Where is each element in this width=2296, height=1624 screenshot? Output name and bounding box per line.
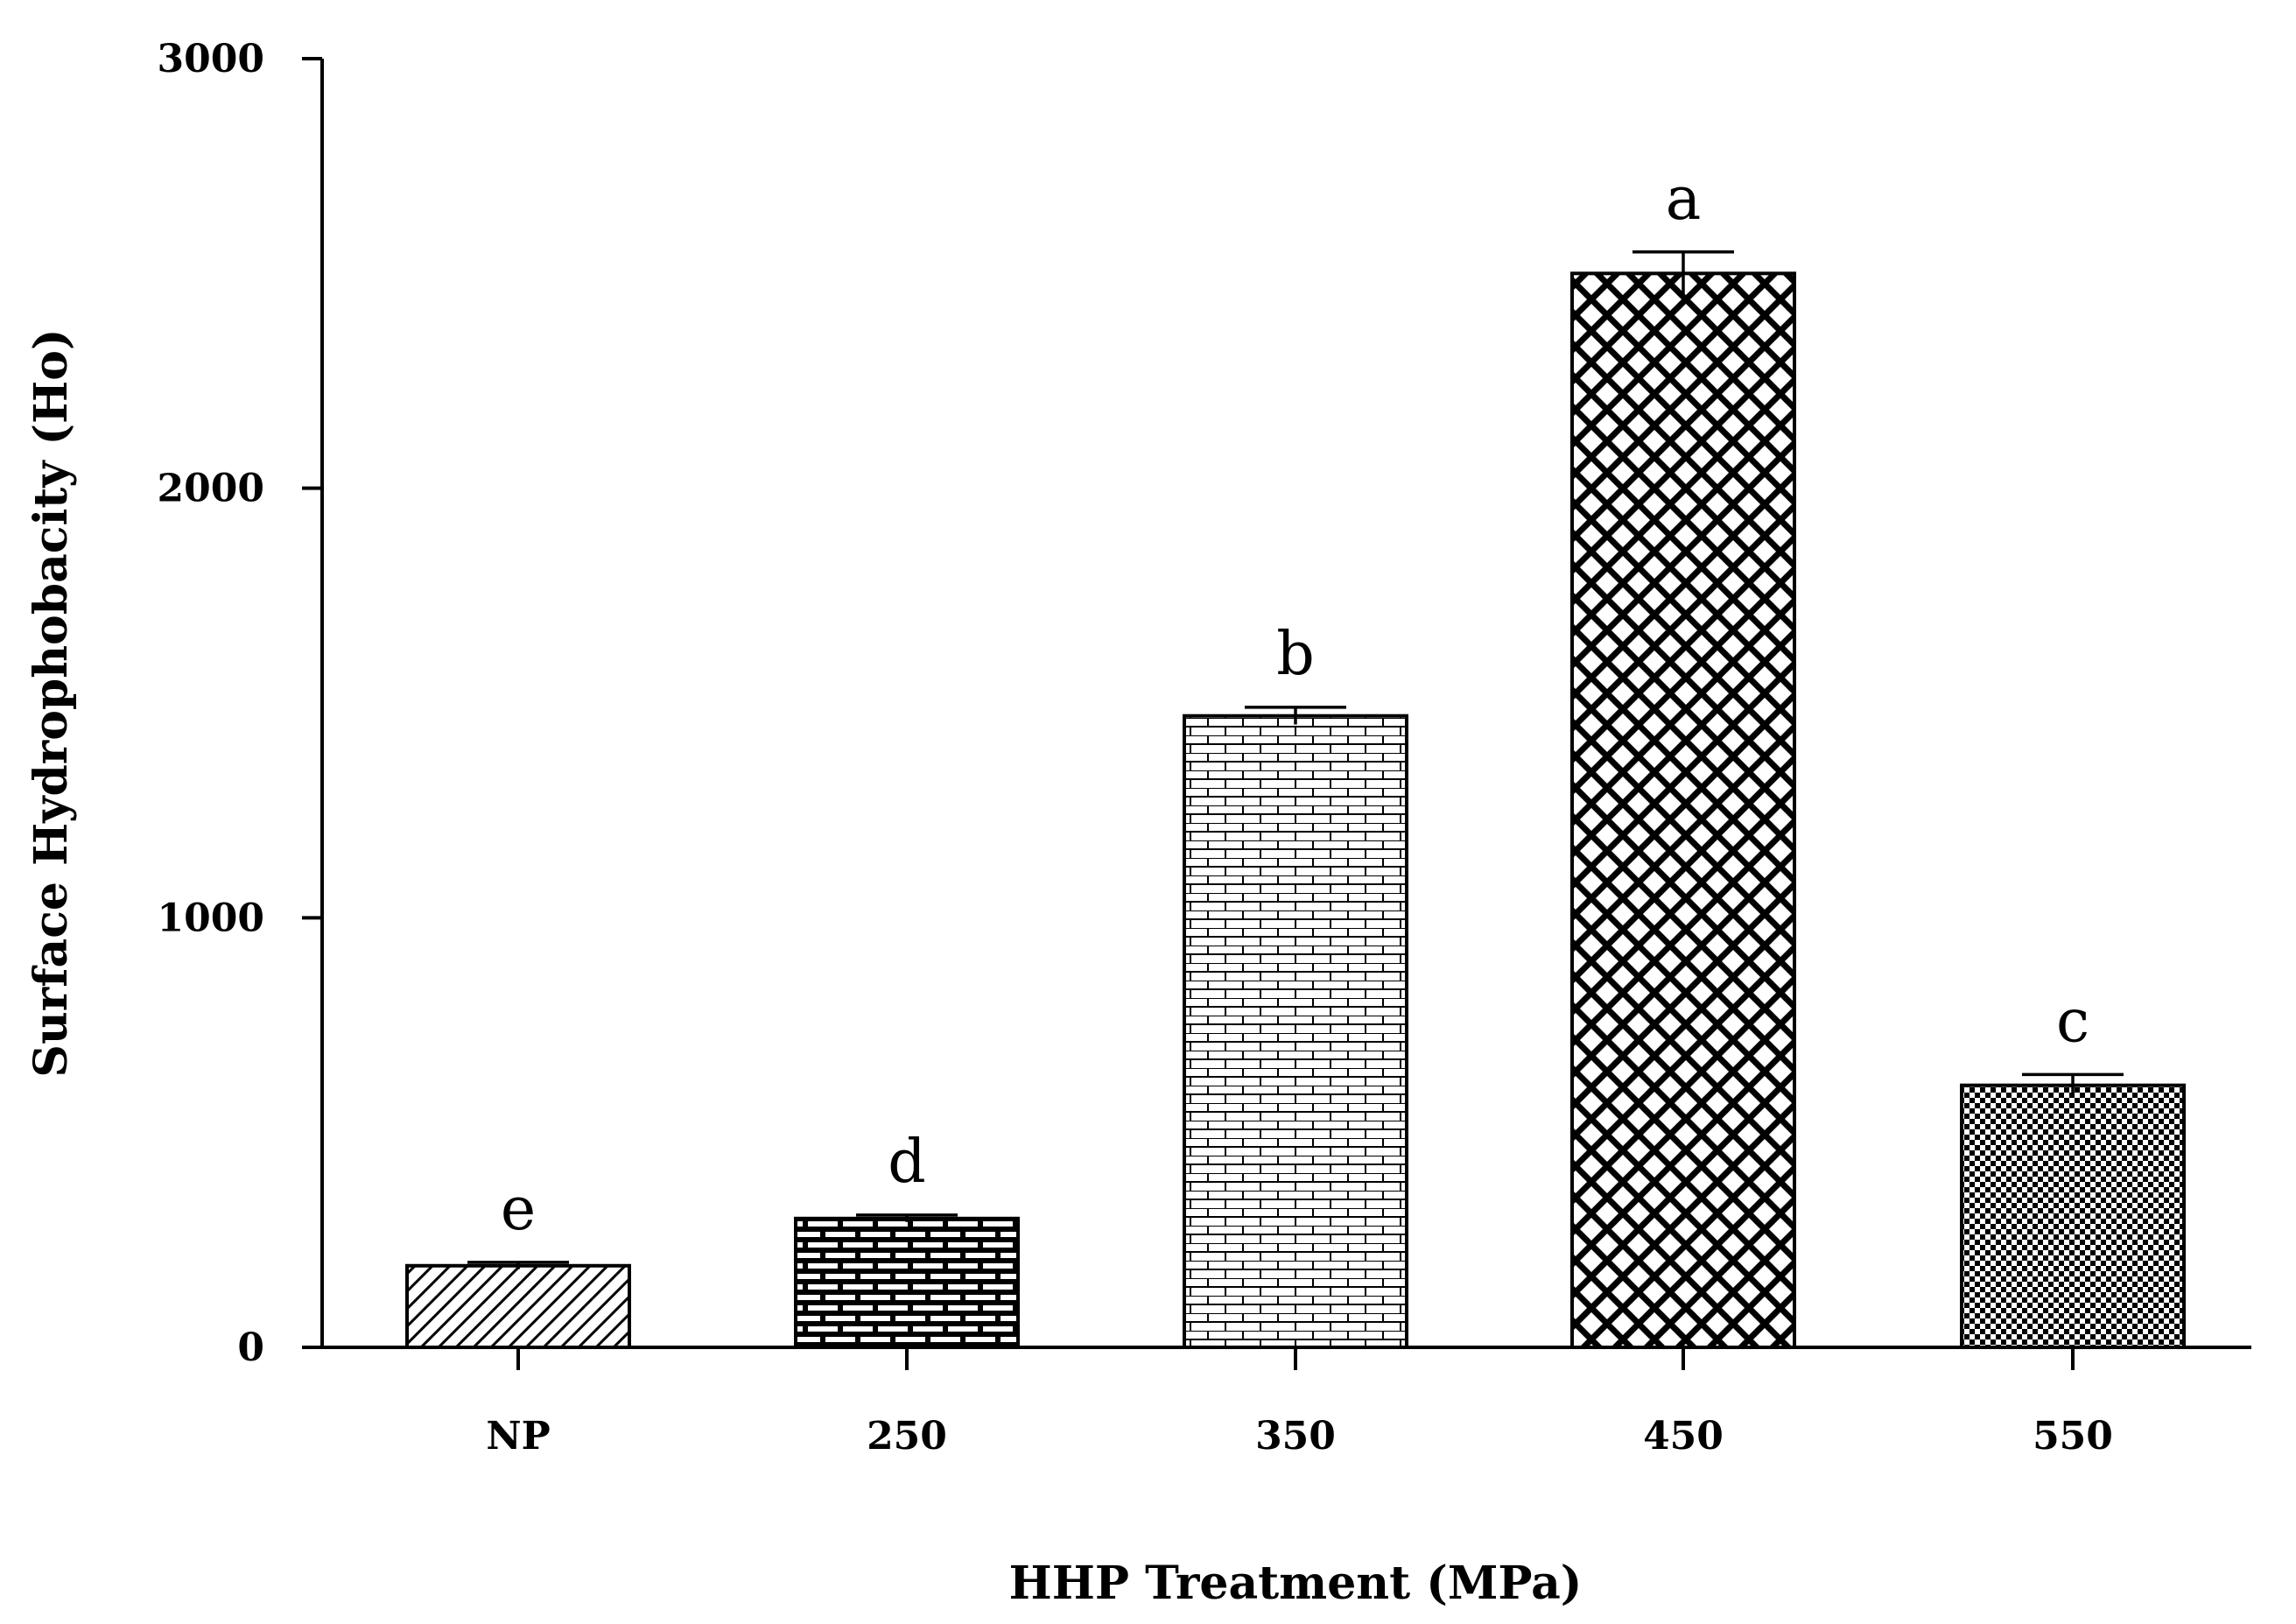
bar-NP [405, 1263, 631, 1349]
error-bar-NP [467, 1261, 569, 1269]
x-tick-label-350: 350 [1255, 1414, 1336, 1459]
significance-label-250: d [888, 1128, 926, 1197]
y-tick-label-3000: 3000 [158, 37, 264, 81]
error-bar-450 [1632, 250, 1734, 295]
bar-350 [1183, 714, 1408, 1349]
significance-label-550: c [2056, 987, 2089, 1056]
bar-450 [1570, 271, 1796, 1349]
x-axis-title: HHP Treatment (MPa) [1009, 1557, 1583, 1610]
x-tick-label-450: 450 [1643, 1414, 1724, 1459]
plot-area: e d b a c 0 1000 2000 3000 NP 250 350 450 550 [158, 37, 2251, 1459]
y-tick-label-1000: 1000 [158, 896, 264, 940]
y-tick-label-0: 0 [237, 1325, 264, 1370]
x-tick-label-250: 250 [867, 1414, 947, 1459]
x-tick-label-NP: NP [486, 1414, 550, 1459]
y-tick-label-2000: 2000 [158, 467, 264, 511]
error-bar-550 [2022, 1072, 2124, 1096]
error-bar-350 [1245, 706, 1346, 725]
bar-550 [1960, 1083, 2186, 1350]
y-axis-title: Surface Hydrophobacity (Ho) [25, 328, 78, 1077]
significance-label-NP: e [501, 1175, 536, 1244]
error-bar-250 [856, 1213, 958, 1222]
significance-label-450: a [1666, 165, 1702, 234]
bar-250 [794, 1216, 1020, 1350]
significance-label-350: b [1276, 620, 1315, 689]
x-tick-label-550: 550 [2033, 1414, 2113, 1459]
